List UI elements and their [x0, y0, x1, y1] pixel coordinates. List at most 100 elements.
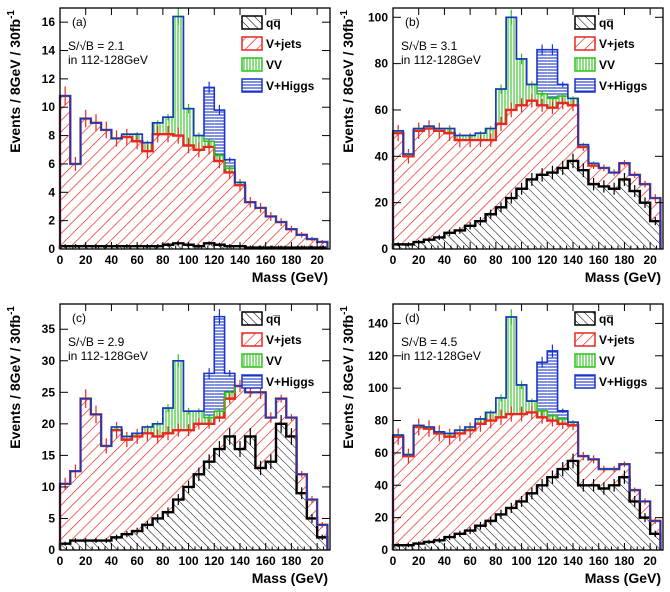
- bar-0-6: [454, 533, 465, 550]
- x-tick-label: 120: [537, 253, 557, 267]
- bar-0-23: [629, 501, 640, 550]
- bar-1-2: [80, 398, 91, 550]
- legend-label-0: qq̅: [599, 312, 614, 326]
- panel-a: 0 20 40 60 80 100 120 140 160 180 200246810121416M…: [6, 7, 331, 285]
- bar-0-16: [224, 436, 235, 550]
- bar-0-7: [465, 530, 476, 550]
- bar-1-7: [132, 436, 143, 550]
- x-tick-label: 100: [512, 253, 532, 267]
- bar-1-16: [224, 172, 235, 249]
- bar-0-22: [286, 436, 297, 550]
- bar-0-24: [306, 518, 318, 550]
- bar-1-3: [90, 414, 102, 550]
- bar-0-6: [454, 230, 465, 249]
- bar-1-9: [152, 436, 163, 550]
- bar-0-21: [609, 188, 620, 249]
- x-tick-label: 80: [156, 253, 170, 267]
- bar-0-5: [444, 232, 455, 249]
- x-tick-label: 100: [512, 554, 532, 568]
- bar-0-23: [296, 493, 307, 550]
- bar-1-11: [173, 135, 184, 249]
- series-outline-0: [391, 159, 662, 249]
- y-tick-label: 100: [368, 10, 388, 24]
- bar-1-14: [204, 146, 215, 249]
- bar-1-17: [234, 185, 246, 249]
- bar-1-20: [265, 216, 276, 249]
- y-tick-label: 20: [375, 196, 389, 210]
- legend-label-0: qq̅: [599, 16, 614, 30]
- legend-label-1: V+jets: [599, 333, 635, 347]
- bar-1-3: [423, 128, 435, 249]
- y-tick-label: 5: [48, 511, 55, 525]
- legend-swatch-1: [241, 332, 263, 347]
- x-tick-label: 0: [390, 253, 397, 267]
- bar-1-6: [121, 439, 132, 550]
- bar-0-15: [547, 477, 558, 550]
- y-axis-label-sup: -1: [339, 10, 350, 19]
- x-tick-label: 180: [614, 554, 634, 568]
- bar-0-14: [204, 461, 215, 550]
- bar-1-5: [444, 436, 455, 550]
- bar-1-0: [60, 483, 71, 550]
- bar-0-4: [101, 540, 112, 550]
- bar-1-3: [90, 122, 102, 249]
- x-tick-label: 140: [230, 253, 250, 267]
- y-axis-label-main: Events / 8GeV / 30fb: [7, 19, 23, 153]
- x-tick-label: 180: [614, 253, 634, 267]
- x-tick-label: 60: [463, 253, 477, 267]
- bar-1-7: [465, 140, 476, 249]
- bar-1-6: [121, 137, 132, 249]
- x-tick-label: 160: [589, 554, 609, 568]
- y-axis-label: Events / 8GeV / 30fb-1: [6, 306, 23, 449]
- bar-0-3: [90, 540, 102, 550]
- bar-0-20: [598, 488, 609, 550]
- legend-swatch-0: [574, 311, 596, 326]
- panel-d: 0 20 40 60 80 100 120 140 160 180 2002040608010012…: [339, 303, 664, 586]
- bar-0-14: [537, 485, 548, 550]
- bar-1-19: [255, 207, 266, 249]
- bar-1-9: [485, 420, 496, 550]
- bar-1-8: [475, 140, 486, 249]
- x-tick-label: 80: [489, 253, 503, 267]
- bar-1-21: [276, 222, 287, 249]
- bar-0-4: [434, 540, 445, 550]
- x-tick-label: 100: [179, 253, 199, 267]
- y-axis-label: Events / 8GeV / 30fb-1: [339, 306, 356, 449]
- bar-0-3: [423, 239, 435, 249]
- bar-0-8: [475, 525, 486, 550]
- bar-1-9: [485, 140, 496, 249]
- series-outline-3: [59, 15, 329, 249]
- x-tick-label: 40: [105, 253, 119, 267]
- bar-0-18: [578, 170, 589, 249]
- bar-1-4: [434, 433, 445, 550]
- x-tick-label: 40: [438, 253, 452, 267]
- series-outline-3: [59, 315, 329, 550]
- bar-0-1: [403, 244, 414, 249]
- bar-0-10: [162, 244, 174, 249]
- y-axis-label-main: Events / 8GeV / 30fb: [340, 19, 356, 153]
- bar-0-10: [162, 512, 174, 550]
- bar-1-13: [526, 412, 537, 550]
- bar-1-11: [506, 414, 517, 550]
- bar-1-18: [245, 202, 256, 249]
- x-tick-label: 20: [412, 253, 426, 267]
- bar-0-22: [619, 179, 630, 249]
- bar-0-21: [276, 423, 287, 550]
- bar-0-19: [588, 184, 599, 249]
- bar-1-5: [444, 133, 455, 249]
- bar-0-16: [557, 167, 568, 249]
- bar-0-24: [639, 202, 651, 249]
- legend-label-3: V+Higgs: [266, 375, 315, 389]
- bar-0-8: [142, 524, 153, 550]
- bar-0-17: [567, 160, 579, 249]
- y-tick-label: 0: [48, 543, 55, 557]
- y-tick-label: 80: [375, 57, 389, 71]
- bar-0-25: [650, 533, 661, 550]
- bar-1-10: [162, 433, 174, 550]
- legend-label-2: VV: [599, 354, 615, 368]
- bar-1-4: [434, 130, 445, 249]
- x-tick-label: 160: [256, 253, 276, 267]
- bar-0-14: [537, 174, 548, 249]
